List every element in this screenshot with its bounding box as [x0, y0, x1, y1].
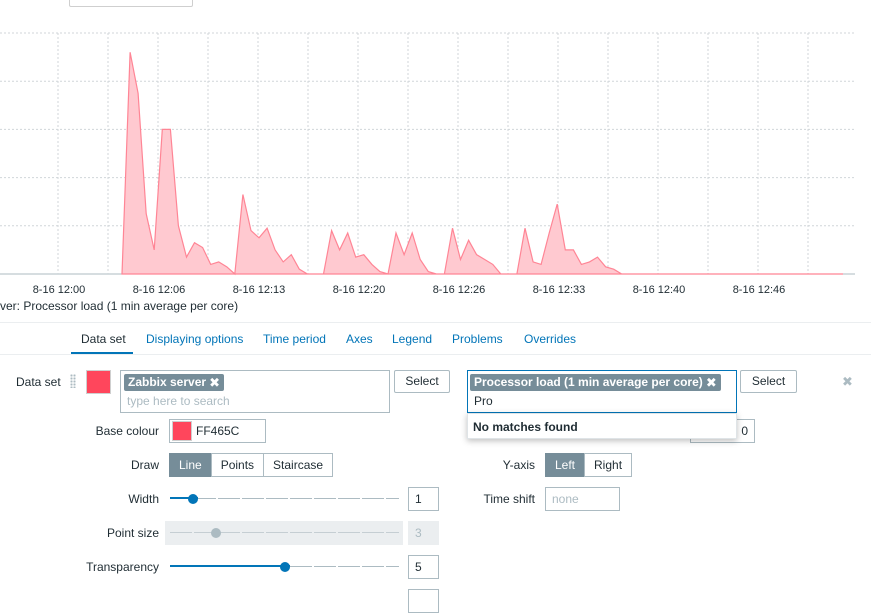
tab-axes[interactable]: Axes: [346, 332, 373, 346]
tab-bar: Data set Displaying options Time period …: [81, 332, 681, 354]
yaxis-left-option[interactable]: Left: [545, 453, 586, 477]
x-axis-ticks: 8-16 12:00 8-16 12:06 8-16 12:13 8-16 12:20…: [33, 284, 786, 293]
x-tick-label: 8-16 12:00: [33, 284, 86, 293]
tab-overrides[interactable]: Overrides: [524, 332, 577, 346]
base-colour-value: FF465C: [196, 424, 240, 438]
x-tick-label: 8-16 12:06: [133, 284, 186, 293]
draw-line-option[interactable]: Line: [169, 453, 212, 477]
separator: [0, 322, 871, 323]
series-area: [121, 52, 843, 276]
item-tag: Processor load (1 min average per core) …: [470, 374, 721, 391]
remove-tag-icon[interactable]: ✖: [705, 375, 717, 390]
time-shift-input[interactable]: none: [545, 487, 620, 511]
draw-points-option[interactable]: Points: [210, 453, 265, 477]
item-search-input[interactable]: Pro: [474, 394, 493, 408]
x-tick-label: 8-16 12:26: [433, 284, 486, 293]
transparency-input[interactable]: 5: [408, 555, 439, 579]
base-colour-label: Base colour: [95, 424, 159, 438]
graph-chart: 8-16 12:00 8-16 12:06 8-16 12:13 8-16 12:20…: [0, 32, 855, 293]
next-field-input[interactable]: [408, 589, 439, 613]
transparency-slider[interactable]: [170, 555, 399, 579]
data-set-label: Data set: [16, 375, 61, 389]
width-label: Width: [128, 492, 159, 506]
width-slider[interactable]: [170, 487, 399, 511]
draw-label: Draw: [130, 458, 159, 472]
host-select-button[interactable]: Select: [394, 370, 450, 393]
host-tag-label: Zabbix server: [128, 375, 207, 389]
tab-separator: [0, 354, 871, 355]
autocomplete-dropdown: No matches found: [467, 413, 737, 439]
width-input[interactable]: 1: [408, 487, 439, 511]
item-tag-label: Processor load (1 min average per core): [474, 375, 703, 389]
yaxis-segmented-control: Left Right: [545, 453, 633, 477]
host-search-input[interactable]: type here to search: [127, 394, 230, 408]
point-size-input: 3: [408, 521, 439, 545]
point-size-slider-thumb: [210, 528, 221, 538]
remove-dataset-icon[interactable]: ✖: [842, 374, 853, 389]
tab-time-period[interactable]: Time period: [263, 332, 326, 346]
point-size-slider: [165, 521, 403, 545]
yaxis-label: Y-axis: [502, 458, 535, 472]
transparency-slider-thumb[interactable]: [279, 562, 290, 572]
time-shift-label: Time shift: [483, 492, 535, 506]
base-colour-input[interactable]: FF465C: [169, 419, 266, 443]
remove-tag-icon[interactable]: ✖: [209, 375, 221, 390]
host-tag: Zabbix server ✖: [124, 374, 225, 391]
x-tick-label: 8-16 12:46: [733, 284, 786, 293]
transparency-label: Transparency: [86, 560, 159, 574]
no-matches-message: No matches found: [473, 420, 578, 434]
x-tick-label: 8-16 12:20: [333, 284, 386, 293]
x-tick-label: 8-16 12:40: [633, 284, 686, 293]
host-pattern-multiselect[interactable]: Zabbix server ✖ type here to search: [120, 370, 390, 413]
top-button[interactable]: [69, 0, 193, 7]
dataset-color-swatch[interactable]: [86, 370, 111, 394]
draw-segmented-control: Line Points Staircase: [169, 453, 334, 477]
item-select-button[interactable]: Select: [740, 370, 797, 393]
tab-data-set[interactable]: Data set: [81, 332, 126, 346]
item-pattern-multiselect[interactable]: Processor load (1 min average per core) …: [467, 370, 737, 413]
tab-problems[interactable]: Problems: [452, 332, 503, 346]
colour-preview-swatch[interactable]: [172, 421, 192, 441]
x-tick-label: 8-16 12:33: [533, 284, 586, 293]
chart-legend: ver: Processor load (1 min average per c…: [0, 299, 239, 313]
tab-displaying-options[interactable]: Displaying options: [146, 332, 244, 346]
drag-handle-icon[interactable]: [70, 374, 76, 388]
width-slider-thumb[interactable]: [187, 494, 198, 504]
tab-legend[interactable]: Legend: [392, 332, 433, 346]
point-size-label: Point size: [106, 526, 159, 540]
x-tick-label: 8-16 12:13: [233, 284, 286, 293]
yaxis-right-option[interactable]: Right: [584, 453, 633, 477]
draw-staircase-option[interactable]: Staircase: [263, 453, 334, 477]
active-tab-indicator: [71, 352, 133, 354]
